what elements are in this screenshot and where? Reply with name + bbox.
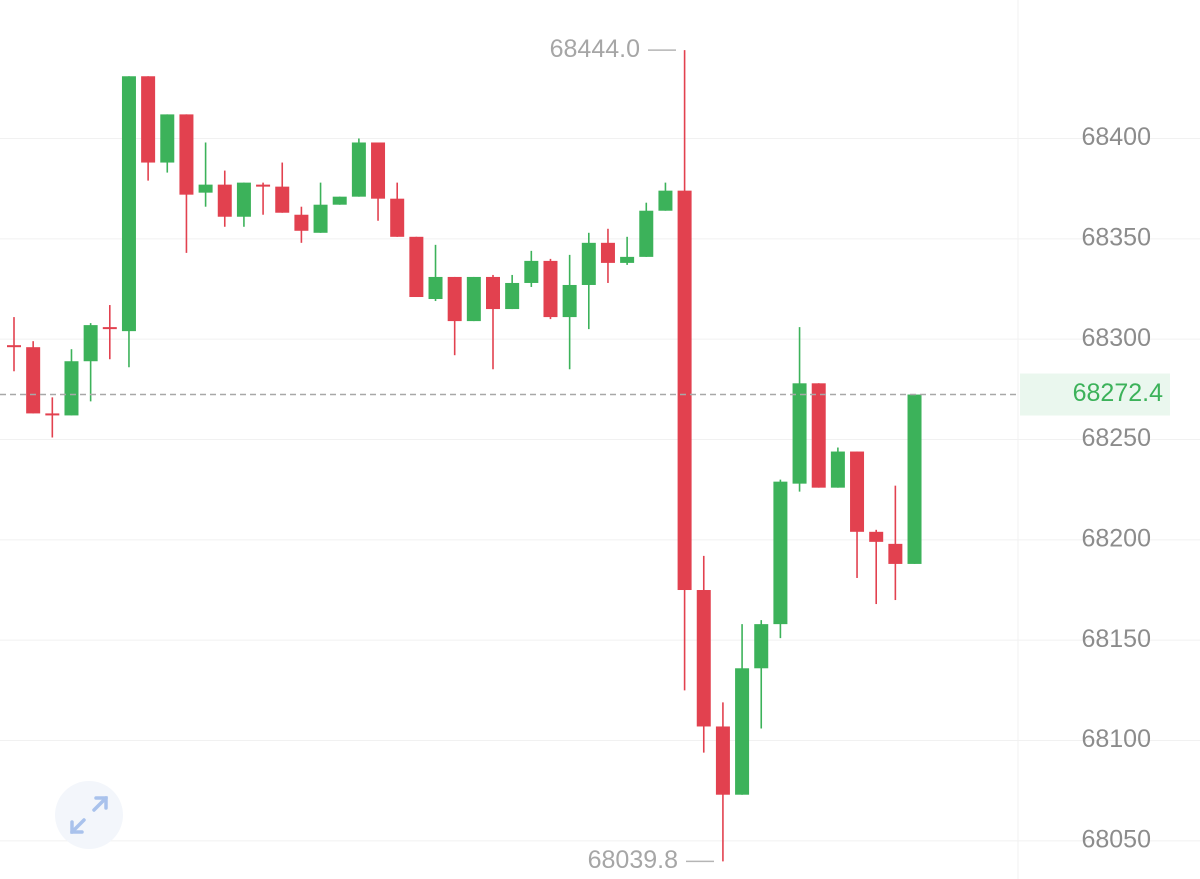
y-tick-label: 68150 — [1081, 625, 1151, 653]
y-tick-label: 68050 — [1081, 825, 1151, 853]
candle-body — [179, 114, 194, 195]
candle-body — [390, 198, 405, 237]
candle-body — [428, 276, 443, 300]
candle-body — [102, 327, 117, 330]
candle-body — [754, 624, 769, 669]
y-tick-label: 68300 — [1081, 324, 1151, 352]
y-tick-label: 68250 — [1081, 424, 1151, 452]
candle-body — [888, 543, 903, 564]
candle-body — [543, 260, 558, 318]
candle-body — [581, 242, 596, 285]
candle-body — [620, 256, 635, 263]
candle-body — [447, 276, 462, 322]
candle-body — [486, 276, 500, 310]
candle-body — [562, 284, 577, 318]
candle-body — [735, 668, 750, 795]
candle-body — [7, 345, 21, 348]
candle-body — [198, 184, 213, 193]
low-annotation: 68039.8 — [588, 846, 678, 874]
candle-body — [371, 142, 386, 199]
candle-body — [256, 184, 271, 187]
candle-body — [505, 282, 520, 310]
candle-body — [466, 276, 481, 322]
candle-body — [26, 347, 41, 414]
last-price-label: 68272.4 — [1073, 379, 1163, 407]
candle-body — [850, 451, 865, 532]
candle-body — [313, 204, 328, 233]
candle-body — [351, 142, 366, 197]
candle-body — [773, 481, 788, 625]
candle-body — [64, 361, 79, 416]
expand-button-bg[interactable] — [55, 781, 123, 849]
candle-body — [696, 590, 711, 727]
candle-body — [217, 184, 232, 217]
y-tick-label: 68400 — [1081, 123, 1151, 151]
candle-body — [811, 383, 826, 488]
y-tick-label: 68200 — [1081, 524, 1151, 552]
candle-body — [658, 190, 673, 211]
candle-body — [409, 236, 424, 298]
candle-body — [792, 383, 807, 484]
candle-body — [715, 726, 730, 795]
candle-body — [524, 260, 539, 283]
candle-body — [600, 242, 615, 263]
candle-body — [677, 190, 692, 591]
candles — [7, 50, 922, 862]
candle-body — [236, 182, 251, 217]
y-tick-label: 68350 — [1081, 223, 1151, 251]
y-tick-label: 68100 — [1081, 725, 1151, 753]
expand-button[interactable] — [55, 781, 123, 849]
candle-body — [45, 413, 60, 416]
last-price-box — [1020, 373, 1170, 416]
candle-body — [830, 451, 845, 488]
candle-body — [869, 531, 884, 542]
candle-body — [275, 186, 290, 213]
candle-body — [907, 394, 922, 564]
candle-body — [160, 114, 175, 163]
candle-body — [639, 210, 654, 257]
candle-body — [332, 196, 347, 205]
candle-body — [141, 76, 156, 163]
candle-body — [294, 214, 309, 231]
grid: 68050 68100 68150 68200 68250 68300 68350 68400 — [0, 123, 1200, 853]
overlay: 68444.0 68039.8 68272.4 — [0, 35, 1170, 874]
expand-icon — [70, 796, 108, 834]
candle-body — [83, 325, 98, 362]
candle-body — [121, 76, 136, 332]
high-annotation: 68444.0 — [550, 35, 640, 63]
